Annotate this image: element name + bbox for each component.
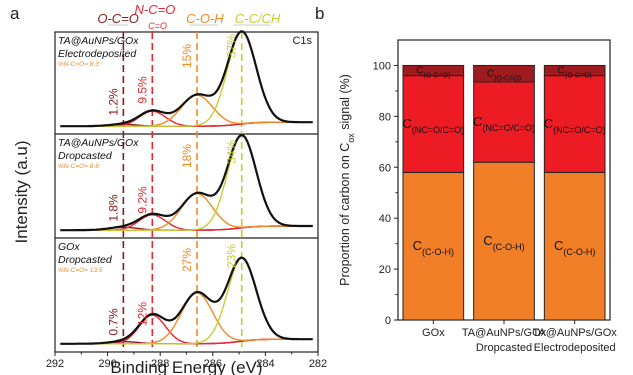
bar-segment-oco	[402, 64, 465, 77]
percentage-label: 9.5%	[135, 76, 149, 104]
bar-segment-coh	[473, 161, 535, 321]
bond-label-coh: C-O-H	[186, 11, 224, 26]
percentage-label: 34%	[225, 140, 239, 164]
percentage-label: 15%	[180, 44, 194, 68]
bar-segment-coh	[543, 171, 606, 321]
sample-condition: Dropcasted	[58, 150, 113, 162]
bar-segment-oco	[473, 64, 535, 83]
y-tick-label: 0	[385, 315, 391, 327]
bar-segment-label: C(O-C=O)	[558, 66, 592, 80]
envelope-curve	[60, 30, 313, 128]
x-tick-label: 288	[151, 358, 169, 370]
category-label: TA@AuNPs/GOx	[533, 327, 618, 339]
percentage-label: 12%	[135, 302, 149, 326]
panel-a-letter: a	[10, 4, 20, 23]
category-sublabel: Dropcasted	[476, 342, 532, 354]
sample-name: TA@AuNPs/GOx	[58, 137, 139, 149]
y-tick-label: 60	[379, 162, 391, 174]
y-tick-label: 40	[379, 213, 391, 225]
y-tick-label: 80	[379, 111, 391, 123]
category-label: GOx	[422, 327, 445, 339]
percentage-label: 1.8%	[106, 194, 120, 222]
nco-ratio: %N-C=O= 13.5	[58, 267, 103, 274]
category-label: TA@AuNPs/GOx	[462, 327, 547, 339]
percentage-label: 37%	[225, 34, 239, 58]
sample-condition: Dropcasted	[58, 254, 113, 266]
bar-segment-nco	[473, 81, 535, 163]
bond-label-cc: C-C/CH	[235, 11, 281, 26]
panel-b-letter: b	[315, 4, 325, 23]
percentage-label: 0.7%	[106, 308, 120, 336]
bond-label-co: C=O	[148, 21, 167, 31]
sample-name: GOx	[58, 241, 80, 253]
x-tick-label: 286	[204, 358, 222, 370]
y-tick-label: 20	[379, 264, 391, 276]
nco-ratio: %N-C=O= 8.3	[58, 61, 99, 68]
bar-segment-nco	[543, 75, 606, 173]
x-tick-label: 282	[309, 358, 327, 370]
x-axis-title: Binding Energy (eV)	[110, 358, 262, 375]
bar-segment-coh	[402, 171, 465, 321]
percentage-label: 27%	[180, 248, 194, 272]
nco-ratio: %N-C=O= 8.6	[58, 163, 99, 170]
percentage-label: 23%	[225, 244, 239, 268]
sample-name: TA@AuNPs/GOx	[58, 35, 139, 47]
x-tick-label: 290	[98, 358, 116, 370]
xps-chart: 292 290 288 286 284 282 Binding Energy (eV) Int…	[12, 2, 327, 375]
percentage-label: 18%	[180, 144, 194, 168]
y-tick-label: 100	[373, 60, 391, 72]
sample-condition: Electrodeposited	[58, 48, 137, 60]
bar-segment-label: C(NC=O/C=O)	[544, 116, 606, 135]
bar-segment-label: C(C-O-H)	[413, 238, 454, 257]
bar-segment-label: C(NC=O/C=O)	[402, 116, 464, 135]
bond-label-nco: N-C=O	[135, 2, 176, 17]
x-tick-label: 284	[256, 358, 274, 370]
bar-segment-label: C(O-C=O)	[416, 66, 450, 80]
bond-label-oco: O-C=O	[97, 11, 139, 26]
envelope-curve	[60, 133, 313, 232]
category-sublabel: Electrodeposited	[534, 342, 616, 354]
x-tick-label: 292	[46, 358, 64, 370]
envelope-curve	[60, 256, 313, 345]
y-axis-title: Intensity (a.u)	[12, 141, 31, 244]
bar-segment-label: C(C-O-H)	[554, 238, 595, 257]
bar-segment-label: C(O-C=O)	[487, 69, 521, 83]
bar-segment-oco	[543, 64, 606, 77]
percentage-label: 9.2%	[135, 186, 149, 214]
region-label: C1s	[292, 35, 312, 47]
bar-segment-label: C(C-O-H)	[483, 233, 524, 252]
y-axis-title: Proportion of carbon on Cox signal (%)	[338, 74, 356, 286]
percentage-label: 1.2%	[106, 88, 120, 116]
bar-segment-label: C(NC=O/C=O)	[473, 114, 535, 133]
bar-segment-nco	[402, 75, 465, 173]
